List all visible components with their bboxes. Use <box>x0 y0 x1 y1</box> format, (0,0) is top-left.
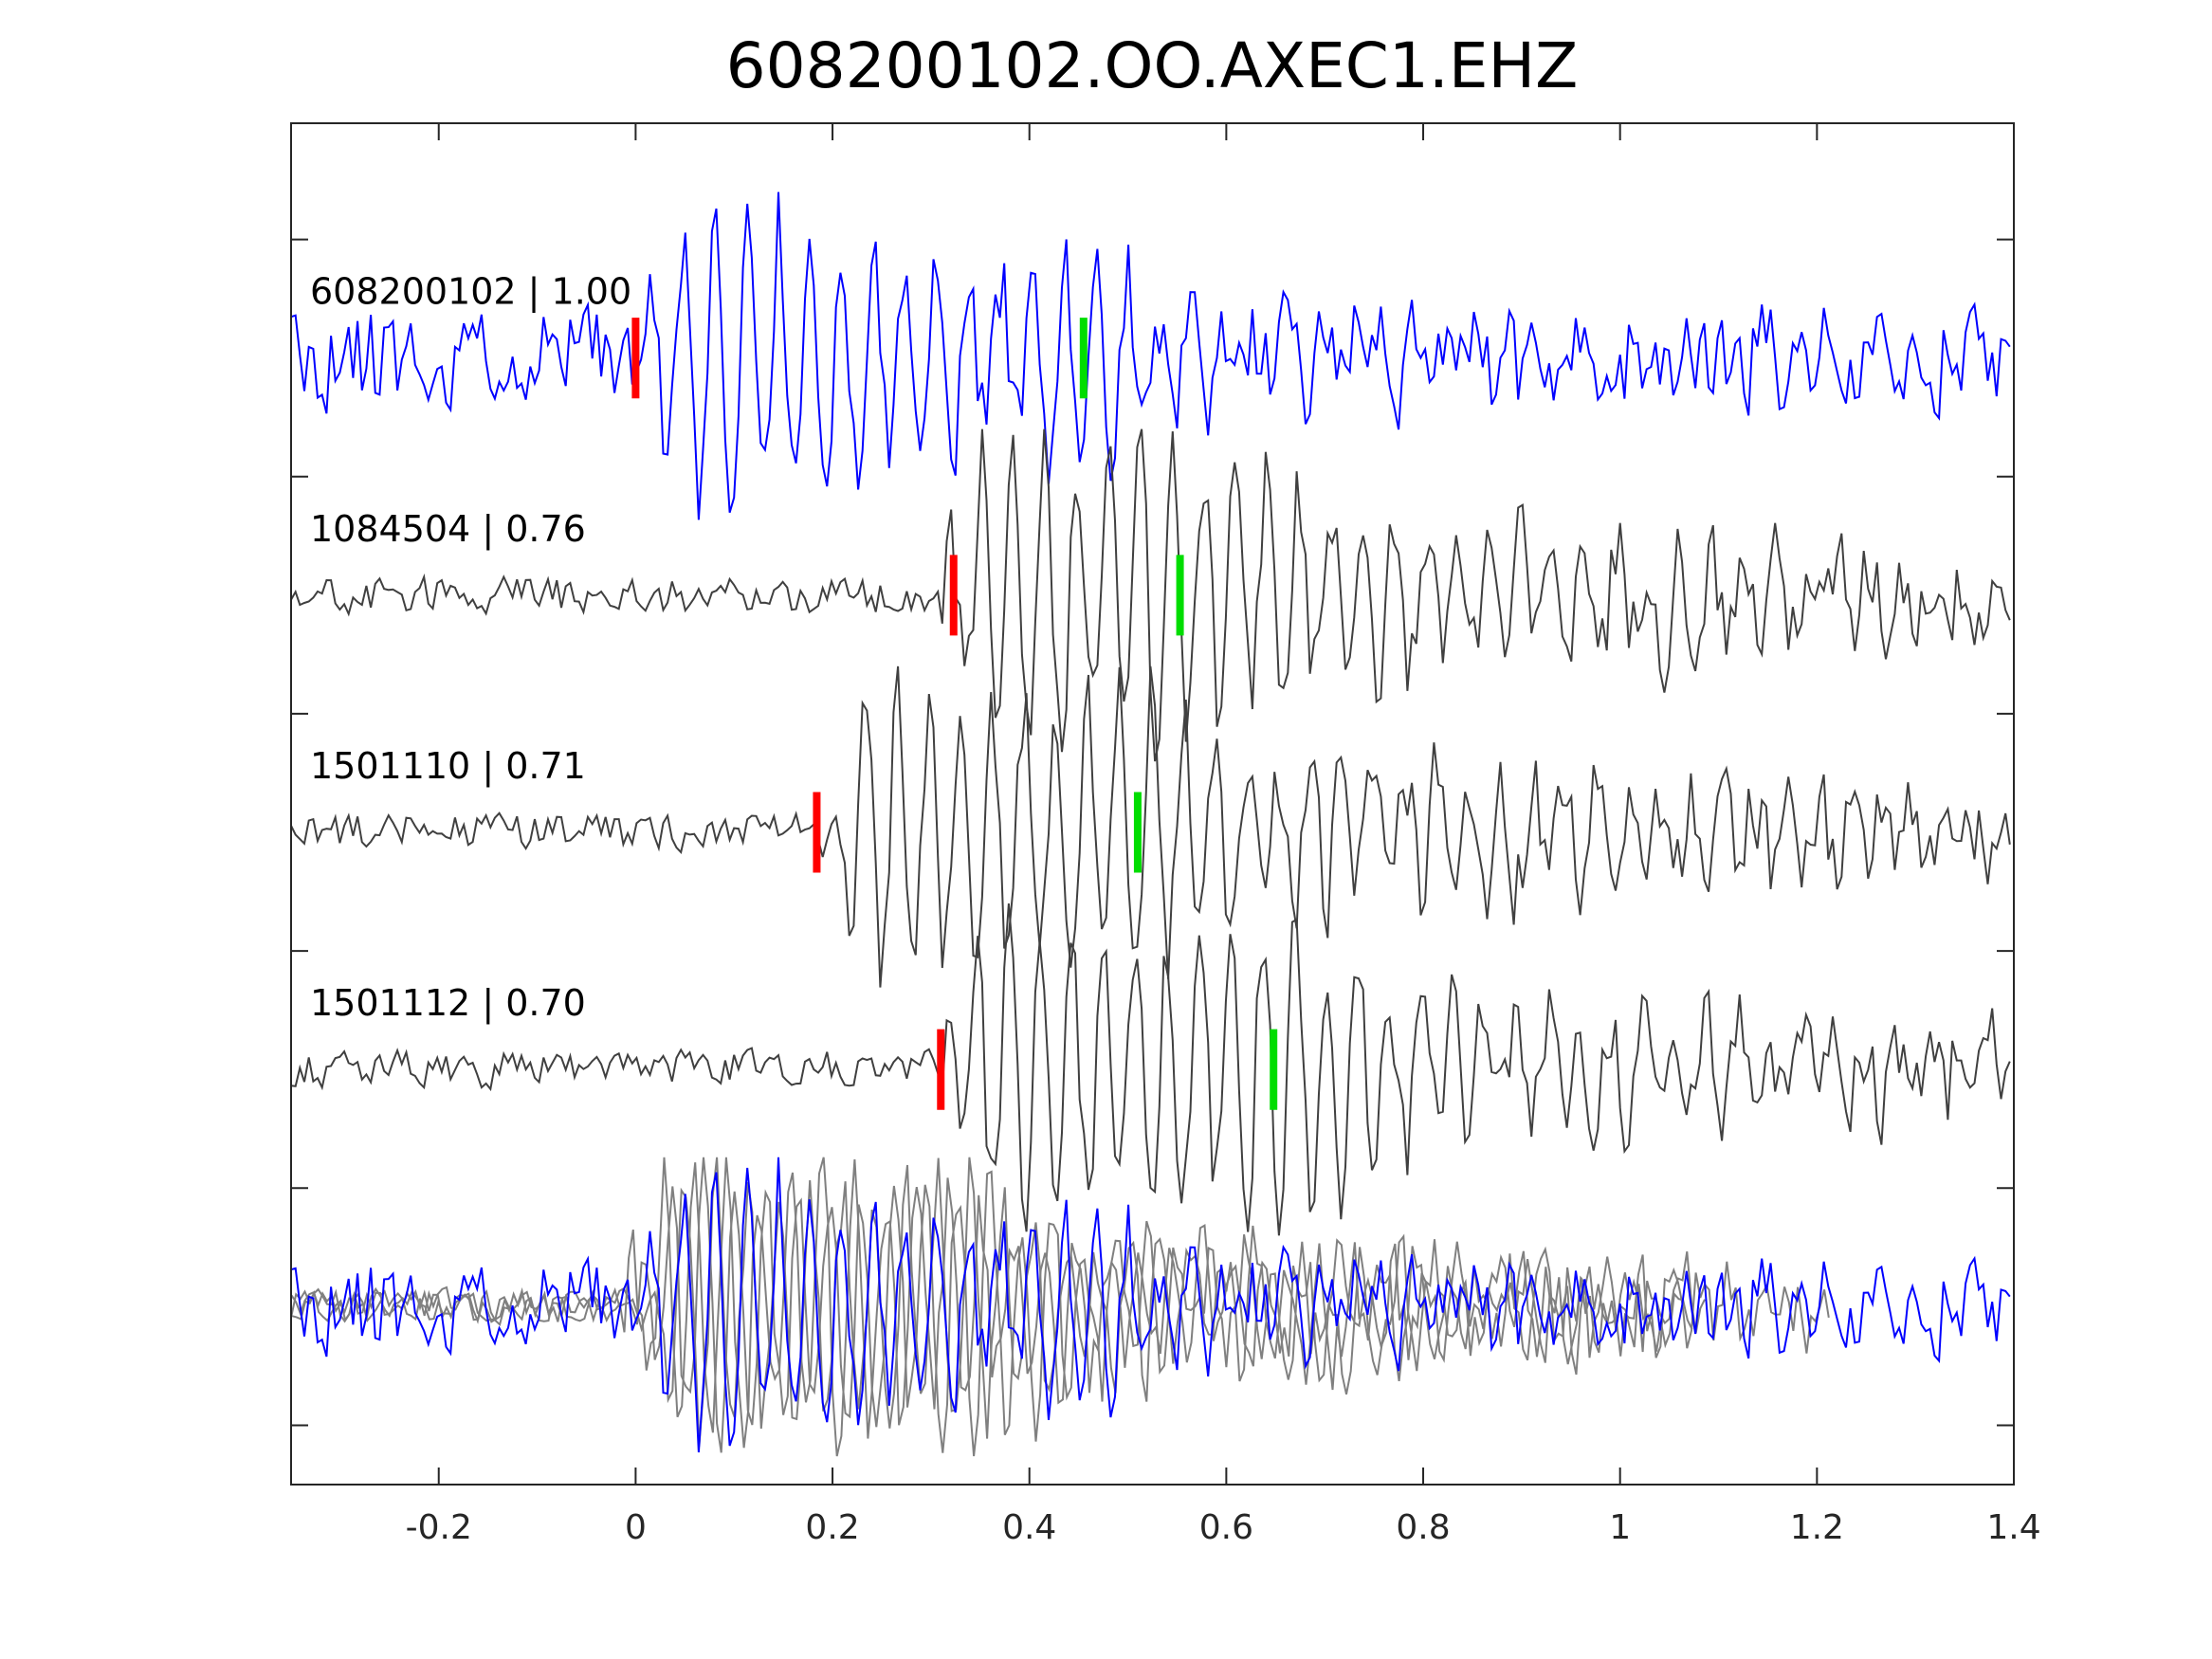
trace-1084504 <box>290 428 2011 762</box>
trace-label: 1501112 | 0.70 <box>310 982 586 1025</box>
trace-labels: 608200102 | 1.00 1084504 | 0.76 1501110 | … <box>310 271 631 1026</box>
x-tick-label: 0.2 <box>805 1508 859 1547</box>
overlay-trace-608200102 <box>290 1157 2011 1453</box>
trace-1501110 <box>290 665 2011 988</box>
trace-1501112 <box>290 903 2011 1236</box>
overlay-trace-1501110 <box>290 1157 1830 1447</box>
overlay-trace-1084504 <box>291 1157 1693 1457</box>
x-tick-label: -0.2 <box>406 1508 472 1547</box>
x-tick-label: 0.8 <box>1396 1508 1450 1547</box>
x-tick-label: 1.4 <box>1986 1508 2040 1547</box>
x-tick-label: 0.4 <box>1002 1508 1056 1547</box>
trace-label: 1501110 | 0.71 <box>310 745 586 788</box>
trace-608200102 <box>290 191 2011 520</box>
trace-label: 1084504 | 0.76 <box>310 508 586 551</box>
axes: -0.2 0 0.2 0.4 0.6 0.8 1 1.2 1.4 <box>291 123 2041 1547</box>
x-tick-label: 1 <box>1609 1508 1631 1547</box>
plot-frame <box>290 122 2015 1486</box>
x-tick-label: 1.2 <box>1790 1508 1844 1547</box>
chart-title: 608200102.OO.AXEC1.EHZ <box>726 29 1579 102</box>
picks <box>631 318 1278 1110</box>
x-tick-label: 0.6 <box>1199 1508 1253 1547</box>
x-tick-label: 0 <box>625 1508 647 1547</box>
traces <box>290 191 2011 1457</box>
trace-label: 608200102 | 1.00 <box>310 271 631 314</box>
